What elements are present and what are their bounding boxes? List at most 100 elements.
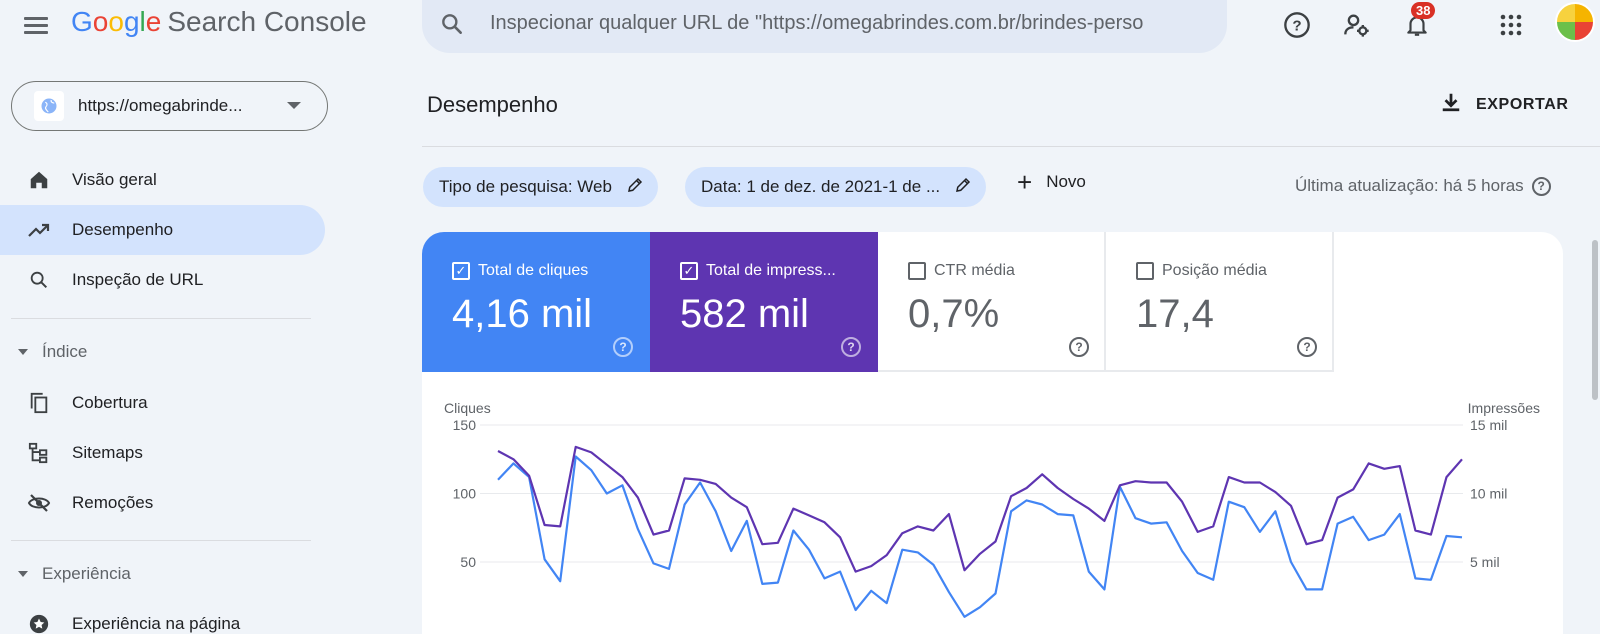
sidebar-item-removals[interactable]: Remoções [0,478,325,528]
manage-users-icon[interactable] [1340,8,1374,42]
sidebar-item-page-experience[interactable]: Experiência na página [0,599,325,634]
collapse-arrow-icon [18,349,28,355]
filter-chip-search-type[interactable]: Tipo de pesquisa: Web [423,167,658,207]
search-icon[interactable] [422,0,482,53]
section-label: Índice [42,342,88,361]
svg-text:?: ? [1292,17,1301,34]
metric-value: 17,4 [1136,292,1214,336]
metric-value: 4,16 mil [452,292,593,336]
sidebar-divider [11,540,311,541]
metric-label: Posição média [1162,262,1267,279]
section-index[interactable]: Índice [0,337,87,367]
y-tick-right: 15 mil [1470,417,1507,433]
y-tick-right: 10 mil [1470,486,1507,502]
help-icon[interactable]: ? [1297,337,1317,357]
y-axis-left-label: Cliques [444,400,491,416]
series-line-clicks[interactable] [497,455,1463,618]
sidebar-item-sitemaps[interactable]: Sitemaps [0,428,325,478]
edit-icon[interactable] [626,176,644,199]
plus-icon: + [1017,167,1033,197]
export-button[interactable]: EXPORTAR [1440,90,1569,119]
avatar[interactable] [1555,2,1595,42]
header-divider [422,146,1600,147]
new-filter-label: Novo [1046,172,1086,191]
section-label: Experiência [42,564,131,583]
section-experience[interactable]: Experiência [0,559,131,589]
help-icon[interactable]: ? [613,337,633,357]
chevron-down-icon [287,102,301,109]
collapse-arrow-icon [18,571,28,577]
metric-label: CTR média [934,262,1015,279]
performance-card: ✓ Total de cliques 4,16 mil ? ✓ Total de… [422,232,1563,634]
product-name: Search Console [167,6,367,37]
checkbox-unchecked-icon[interactable] [908,262,926,280]
metric-value: 0,7% [908,292,1000,336]
metric-label-row: ✓ Total de cliques [452,262,588,280]
metric-label: Total de impress... [706,262,836,279]
metric-label: Total de cliques [478,262,589,279]
metric-total-clicks[interactable]: ✓ Total de cliques 4,16 mil ? [422,232,650,372]
sidebar-item-label: Inspeção de URL [72,270,204,289]
y-tick-left: 150 [453,417,477,433]
copy-icon [26,390,52,416]
sidebar-item-overview[interactable]: Visão geral [0,155,325,205]
metric-label-row: Posição média [1136,262,1267,280]
download-icon [1440,90,1462,119]
search-icon [26,267,52,293]
metric-average-position[interactable]: Posição média 17,4 ? [1106,232,1334,372]
metric-label-row: ✓ Total de impress... [680,262,836,280]
filter-chip-label: Tipo de pesquisa: Web [439,177,612,196]
metric-label-row: CTR média [908,262,1015,280]
checkbox-unchecked-icon[interactable] [1136,262,1154,280]
page-title: Desempenho [427,92,558,117]
y-axis-right-label: Impressões [1468,400,1540,416]
globe-icon [34,91,64,121]
menu-icon[interactable] [22,10,52,40]
url-inspection-search[interactable] [422,0,1227,53]
google-logo-text: Google [71,6,162,37]
sidebar-divider [11,318,311,319]
y-tick-left: 100 [453,486,477,502]
metric-value: 582 mil [680,292,809,336]
sidebar-item-label: Remoções [72,493,154,512]
badge-icon [26,611,52,634]
help-icon[interactable]: ? [1069,337,1089,357]
sidebar-item-label: Cobertura [72,393,148,412]
edit-icon[interactable] [954,176,972,199]
help-icon[interactable]: ? [841,337,861,357]
filter-chip-label: Data: 1 de dez. de 2021-1 de ... [701,177,941,196]
trending-up-icon [26,217,52,243]
performance-chart[interactable]: Cliques Impressões 150 15 mil 100 10 mil 50 5… [422,232,1563,634]
notifications-badge: 38 [1411,2,1436,19]
property-selector[interactable]: https://omegabrinde... [11,81,328,131]
y-tick-right: 5 mil [1470,554,1500,570]
logo[interactable]: Google Search Console [71,6,367,38]
sidebar-item-coverage[interactable]: Cobertura [0,378,325,428]
last-update: Última atualização: há 5 horas ? [1295,176,1551,196]
sidebar-item-label: Desempenho [72,220,174,239]
checkbox-checked-icon[interactable]: ✓ [680,262,698,280]
sidebar-item-url-inspection[interactable]: Inspeção de URL [0,255,325,305]
metric-total-impressions[interactable]: ✓ Total de impress... 582 mil ? [650,232,878,372]
new-filter-button[interactable]: + Novo [1017,167,1086,197]
search-input[interactable] [482,12,1152,35]
sidebar-item-performance[interactable]: Desempenho [0,205,325,255]
series-line-impressions[interactable] [497,445,1463,573]
property-label: https://omegabrinde... [78,96,243,115]
sidebar-item-label: Experiência na página [72,614,241,633]
help-icon[interactable]: ? [1531,176,1551,196]
export-label: EXPORTAR [1476,95,1569,113]
last-update-text: Última atualização: há 5 horas [1295,176,1524,195]
y-tick-left: 50 [460,554,476,570]
home-icon [26,167,52,193]
apps-grid-icon[interactable] [1494,8,1528,42]
filter-chip-date[interactable]: Data: 1 de dez. de 2021-1 de ... [685,167,987,207]
sidebar-item-label: Sitemaps [72,443,143,462]
help-icon[interactable]: ? [1280,8,1314,42]
metric-average-ctr[interactable]: CTR média 0,7% ? [878,232,1106,372]
sitemap-icon [26,440,52,466]
scrollbar[interactable] [1592,240,1598,400]
eye-off-icon [26,490,52,516]
checkbox-checked-icon[interactable]: ✓ [452,262,470,280]
